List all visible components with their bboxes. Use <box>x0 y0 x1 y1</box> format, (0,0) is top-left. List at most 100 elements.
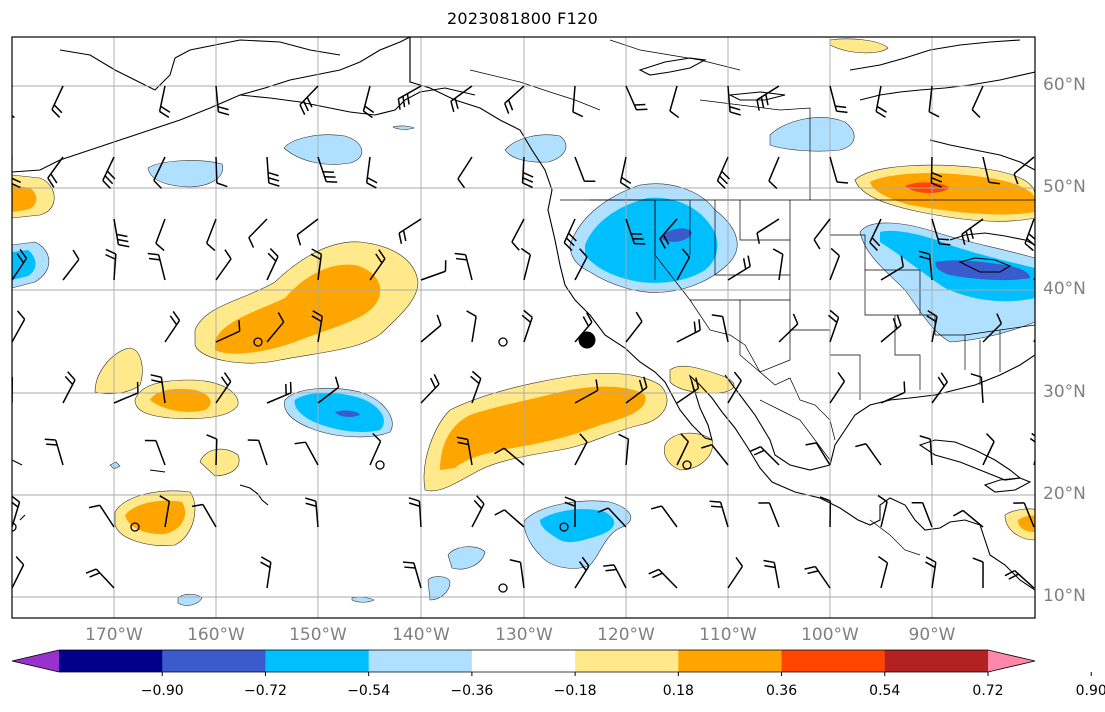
wind-barb-shaft <box>1013 156 1035 175</box>
wind-barb-feather <box>402 230 407 242</box>
wind-barb-shaft <box>12 564 25 589</box>
colorbar-segment <box>265 650 370 672</box>
wind-barb-shaft <box>778 323 799 343</box>
wind-barb-feather <box>764 564 776 569</box>
wind-barb-shaft <box>215 85 220 112</box>
wind-barb-feather <box>105 248 117 255</box>
wind-barb-feather <box>568 232 577 242</box>
wind-barb-feather <box>756 99 760 111</box>
wind-barb-shaft <box>215 258 232 281</box>
wind-barb-shaft <box>676 387 699 404</box>
wind-barb-feather <box>436 314 442 326</box>
wind-barb-feather <box>311 315 322 323</box>
wind-barb-feather <box>85 568 97 574</box>
wind-barb-feather <box>19 248 28 259</box>
wind-barb-shaft <box>420 324 442 343</box>
wind-barb-feather <box>269 248 279 257</box>
wind-barb-shaft <box>296 218 319 236</box>
wind-barb-feather <box>733 371 742 382</box>
wind-barb-feather <box>927 310 938 318</box>
wind-barb-feather <box>238 320 241 332</box>
colorbar-segment <box>575 650 679 672</box>
wind-barb-feather <box>768 180 778 190</box>
wind-barb-feather <box>294 441 306 445</box>
wind-barb-shaft <box>814 566 831 589</box>
wind-barb-feather <box>711 314 723 318</box>
wind-barb-shaft <box>420 383 440 404</box>
wind-barb-shaft <box>921 502 933 528</box>
wind-barb-shaft <box>813 218 831 241</box>
wind-barb-feather <box>118 243 130 248</box>
wind-barb-shaft <box>962 509 984 528</box>
wind-barb-shaft <box>398 85 422 100</box>
wind-barb-feather <box>1041 249 1048 258</box>
wind-barb-shaft <box>658 568 678 589</box>
wind-barb-feather <box>804 565 816 570</box>
wind-barb-shaft <box>464 254 473 281</box>
wind-barb-shaft <box>760 446 780 466</box>
wind-barb-shaft <box>971 85 984 110</box>
wind-barb-feather <box>402 561 414 564</box>
wind-barb-shaft <box>248 218 268 239</box>
wind-barb-shaft <box>574 441 588 466</box>
wind-barb-feather <box>268 177 280 182</box>
wind-barb-feather <box>582 316 590 327</box>
wind-barb-shaft <box>398 218 422 234</box>
wind-barb-shaft <box>511 218 525 243</box>
wind-barb-shaft <box>619 156 627 183</box>
wind-barb-feather <box>116 233 128 238</box>
wind-barb-shaft <box>829 85 838 112</box>
wind-barb-feather <box>638 379 644 391</box>
wind-barb-feather <box>1031 432 1035 437</box>
wind-barb-shaft <box>716 156 729 182</box>
wind-barb-shaft <box>563 218 576 243</box>
wind-barb-feather <box>792 313 799 325</box>
wind-barb-shaft <box>521 156 525 184</box>
wind-barb-feather <box>169 315 178 326</box>
wind-barb-feather <box>750 445 761 452</box>
calm-wind-markers <box>12 337 692 593</box>
wind-barb-feather <box>267 252 277 262</box>
wind-barb-feather <box>47 177 55 188</box>
wind-barb-shaft <box>471 503 485 528</box>
wind-barb-shaft <box>113 392 139 404</box>
wind-barb-feather <box>260 556 272 563</box>
wind-barb-feather <box>819 496 831 502</box>
wind-barb-feather <box>363 110 373 119</box>
wind-barb-shaft <box>727 85 731 112</box>
wind-barb-shaft <box>420 270 446 281</box>
wind-barb-shaft <box>574 321 593 343</box>
wind-barb-shaft <box>99 504 115 528</box>
wind-barb-shaft <box>829 156 838 183</box>
lat-label: 60°N <box>1043 75 1086 95</box>
wind-barb-feather <box>206 242 216 252</box>
wind-barb-feather <box>398 232 403 244</box>
location-marker <box>578 331 596 349</box>
lat-label: 20°N <box>1043 484 1086 504</box>
wind-barb-shaft <box>160 377 166 404</box>
wind-barbs <box>12 85 1048 589</box>
wind-barb-feather <box>877 494 888 503</box>
wind-barb-feather <box>634 103 646 106</box>
wind-barb-shaft <box>153 156 166 181</box>
wind-barb-shaft <box>317 254 323 281</box>
map-frame <box>11 36 1036 619</box>
wind-barb-shaft <box>12 257 28 281</box>
wind-barb-shaft <box>669 85 678 112</box>
wind-barb-feather <box>621 176 632 184</box>
wind-barb-feather <box>747 255 751 267</box>
wind-barb-feather <box>408 497 420 502</box>
wind-barb-feather <box>595 379 599 391</box>
wind-barb-shaft <box>727 265 751 281</box>
wind-barb-feather <box>160 105 171 113</box>
wind-barb-feather <box>878 555 888 564</box>
wind-barb-feather <box>760 96 765 109</box>
wind-barb-feather <box>466 310 477 317</box>
colorbar-tick-label: −0.90 <box>140 683 184 699</box>
wind-barb-feather <box>648 568 660 575</box>
wind-barb-feather <box>572 111 584 118</box>
wind-barb-feather <box>454 97 459 110</box>
colorbar-segment <box>884 650 989 672</box>
wind-barb-shaft <box>202 504 217 528</box>
wind-barb-feather <box>871 237 881 247</box>
